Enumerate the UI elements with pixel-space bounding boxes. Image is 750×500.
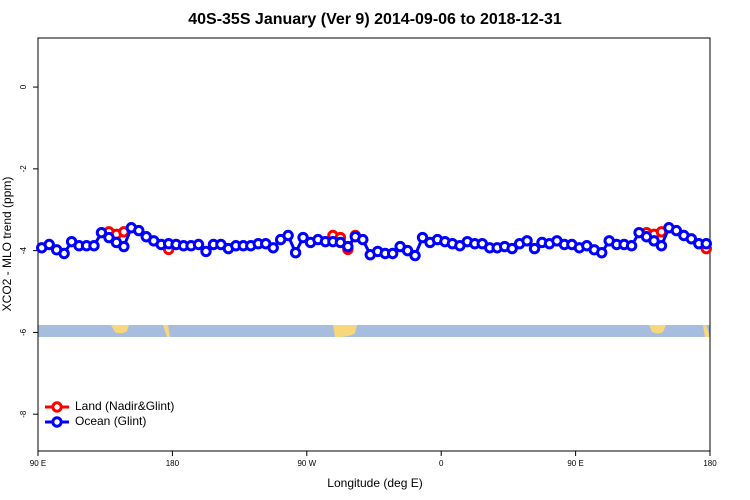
data-point	[95, 226, 108, 239]
data-point	[596, 246, 608, 259]
legend-label: Ocean (Glint)	[75, 414, 146, 428]
chart-title: 40S-35S January (Ver 9) 2014-09-06 to 20…	[188, 11, 562, 28]
x-axis-label: Longitude (deg E)	[327, 476, 422, 490]
data-point	[357, 233, 369, 246]
data-point	[103, 231, 115, 244]
data-point	[521, 235, 533, 247]
y-tick-label: -8	[19, 410, 28, 418]
y-tick-label: 0	[19, 84, 28, 89]
data-point	[58, 247, 70, 260]
x-tick-label: 90 E	[30, 459, 46, 468]
legend-marker	[51, 401, 63, 413]
x-tick-label: 90 W	[297, 459, 316, 468]
data-point	[648, 235, 660, 247]
data-point	[200, 245, 212, 258]
legend-label: Land (Nadir&Glint)	[75, 399, 174, 413]
data-point	[409, 249, 421, 262]
data-point	[655, 240, 668, 252]
y-tick-label: -2	[19, 165, 28, 173]
y-axis-label: XCO2 - MLO trend (ppm)	[0, 177, 14, 312]
data-point	[43, 238, 55, 251]
data-point	[282, 229, 294, 242]
data-point	[118, 240, 130, 253]
y-tick-label: -4	[19, 247, 28, 255]
data-point	[192, 238, 205, 251]
data-point	[88, 240, 100, 252]
y-tick-label: -6	[19, 328, 28, 336]
data-point	[416, 231, 429, 244]
data-point	[342, 240, 354, 253]
map-strip	[38, 325, 710, 337]
data-point	[401, 244, 414, 257]
x-tick-label: 0	[439, 459, 444, 468]
x-tick-label: 90 E	[567, 459, 583, 468]
legend-marker	[51, 416, 63, 428]
data-point	[267, 242, 279, 254]
x-tick-label: 180	[166, 459, 180, 468]
data-point	[528, 242, 541, 255]
data-point	[625, 240, 638, 252]
data-point	[386, 247, 399, 260]
data-point	[133, 224, 145, 237]
x-tick-label: 180	[703, 459, 717, 468]
data-point	[289, 246, 302, 259]
data-point	[685, 233, 698, 245]
data-point	[506, 242, 518, 255]
data-point	[297, 231, 309, 244]
data-point	[670, 224, 683, 237]
data-point	[700, 237, 712, 250]
